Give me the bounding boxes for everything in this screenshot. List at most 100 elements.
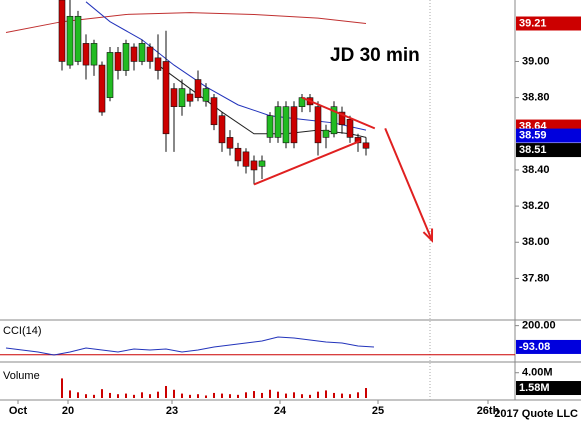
volume-bar xyxy=(189,394,191,398)
volume-bar xyxy=(173,389,175,398)
last-value-label: 1.58M xyxy=(519,382,550,394)
y-tick-label: 38.80 xyxy=(522,92,550,104)
price-label: 39.21 xyxy=(519,17,547,29)
candle-body xyxy=(106,52,114,98)
candle-body xyxy=(250,160,258,171)
candle-body xyxy=(346,119,354,138)
candle-body xyxy=(266,115,274,138)
candle-body xyxy=(82,43,90,66)
chart-title: JD 30 min xyxy=(330,45,420,66)
volume-bar xyxy=(213,392,215,398)
volume-bar xyxy=(237,394,239,398)
cci-line xyxy=(5,336,375,356)
x-tick-label: 24 xyxy=(274,405,287,417)
last-value-box xyxy=(516,381,581,396)
volume-bar xyxy=(141,392,143,398)
candle-body xyxy=(170,88,178,107)
price-label-box xyxy=(516,143,581,158)
candle-body xyxy=(114,52,122,71)
volume-bar xyxy=(285,393,287,398)
candle-body xyxy=(66,15,74,66)
candle-body xyxy=(146,46,154,62)
panel-title: Volume xyxy=(3,370,40,382)
arrow-head xyxy=(422,228,434,243)
candle-body xyxy=(138,43,146,62)
last-value-label: -93.08 xyxy=(519,341,550,353)
x-tick-label: 23 xyxy=(166,405,178,417)
y-tick-label: 38.00 xyxy=(522,236,550,248)
volume-bar xyxy=(357,392,359,398)
volume-bar xyxy=(325,390,327,398)
x-tick-label: 26th xyxy=(477,405,500,417)
volume-bar xyxy=(309,394,311,398)
candle-body xyxy=(322,129,330,138)
volume-bar xyxy=(101,389,103,398)
candle-body xyxy=(98,64,106,113)
volume-bar xyxy=(77,392,79,398)
candle-body xyxy=(330,106,338,135)
candle-body xyxy=(362,142,370,149)
volume-bar xyxy=(277,391,279,398)
volume-bar xyxy=(221,393,223,398)
volume-bar xyxy=(61,378,63,398)
volume-bar xyxy=(341,393,343,398)
trendline xyxy=(253,140,361,186)
volume-bar xyxy=(93,394,95,398)
price-label-box xyxy=(516,128,581,143)
candle-body xyxy=(258,160,266,167)
volume-bar xyxy=(317,391,319,398)
candle-body xyxy=(338,111,346,126)
volume-bar xyxy=(245,392,247,398)
candle-body xyxy=(186,93,194,102)
volume-bar xyxy=(205,395,207,398)
y-tick-label: 39.00 xyxy=(522,55,550,67)
x-tick-label: 20 xyxy=(62,405,74,417)
volume-bar xyxy=(157,391,159,398)
trendline xyxy=(384,127,433,241)
volume-bar xyxy=(333,392,335,398)
price-label: 38.51 xyxy=(519,144,547,156)
footer: 2017 Quote LLC xyxy=(494,408,578,420)
candle-body xyxy=(218,115,226,144)
candle-body xyxy=(178,88,186,107)
candle-body xyxy=(90,43,98,66)
candle-body xyxy=(122,43,130,71)
candle-body xyxy=(234,147,242,162)
y-tick-label: 37.80 xyxy=(522,272,550,284)
candle-body xyxy=(194,79,202,98)
trendline xyxy=(301,96,376,130)
volume-bar xyxy=(293,392,295,398)
x-tick-label: 25 xyxy=(372,405,384,417)
volume-bar xyxy=(133,394,135,398)
candle-body xyxy=(130,46,138,62)
candle-body xyxy=(282,106,290,144)
candle-body xyxy=(290,106,298,144)
volume-bar xyxy=(117,394,119,398)
volume-bar xyxy=(149,394,151,398)
y-tick-label: 38.40 xyxy=(522,164,550,176)
last-value-box xyxy=(516,339,581,354)
panel-title: CCI(14) xyxy=(3,325,42,337)
candle-body xyxy=(242,151,250,167)
candle-body xyxy=(226,137,234,149)
candle-body xyxy=(154,57,162,71)
candle-body xyxy=(314,106,322,144)
volume-bar xyxy=(269,389,271,398)
volume-bar xyxy=(125,393,127,398)
volume-bar xyxy=(181,393,183,398)
volume-bar xyxy=(165,385,167,398)
volume-bar xyxy=(197,394,199,398)
volume-bar xyxy=(349,394,351,398)
candle-body xyxy=(58,0,66,62)
volume-bar xyxy=(85,394,87,398)
price-label-box xyxy=(516,16,581,31)
volume-bar xyxy=(253,391,255,398)
x-tick-label: Oct xyxy=(9,405,28,417)
price-label: 38.59 xyxy=(519,129,547,141)
volume-bar xyxy=(69,390,71,398)
volume-bar xyxy=(301,394,303,398)
candle-body xyxy=(202,88,210,102)
candle-body xyxy=(274,106,282,138)
